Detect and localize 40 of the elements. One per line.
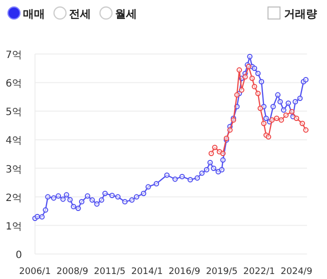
x-tick-label: 2011/5 xyxy=(94,267,126,277)
point xyxy=(294,116,300,121)
x-tick-label: 2006/1 xyxy=(19,267,51,277)
point xyxy=(236,67,242,73)
x-tick-label: 2008/9 xyxy=(56,267,88,277)
point xyxy=(258,106,264,111)
x-tick-label: 2014/1 xyxy=(131,267,163,277)
x-tick-label: 2016/9 xyxy=(168,267,201,277)
x-tick-label: 2024/9 xyxy=(280,267,313,277)
point xyxy=(234,92,240,98)
y-tick-label: 6억 xyxy=(6,78,22,90)
point xyxy=(252,84,258,90)
x-tick-label: 2022/1 xyxy=(243,267,275,277)
controls: 매매 전세 월세 거래량 xyxy=(7,6,317,20)
y-tick-label: 0 xyxy=(16,250,22,261)
point xyxy=(269,117,275,123)
y-tick-label: 5억 xyxy=(6,107,22,118)
y-tick-label: 7억 xyxy=(6,50,22,61)
point xyxy=(238,87,244,93)
x-tick-label: 2019/5 xyxy=(206,267,238,277)
point xyxy=(283,112,289,118)
point xyxy=(212,144,218,150)
y-tick-label: 2억 xyxy=(6,192,22,204)
point xyxy=(220,150,226,156)
point xyxy=(278,117,284,123)
point xyxy=(208,150,214,156)
point xyxy=(227,127,233,133)
y-tick-label: 4억 xyxy=(6,136,22,147)
point xyxy=(261,120,267,126)
point xyxy=(300,120,306,126)
point xyxy=(303,127,309,133)
y-tick-label: 3억 xyxy=(6,164,22,176)
point xyxy=(266,134,272,140)
point xyxy=(274,116,280,121)
point xyxy=(249,76,255,81)
point xyxy=(216,149,222,154)
point xyxy=(242,74,248,80)
point xyxy=(289,109,295,114)
y-tick-label: 1억 xyxy=(6,221,22,232)
point xyxy=(255,90,261,96)
